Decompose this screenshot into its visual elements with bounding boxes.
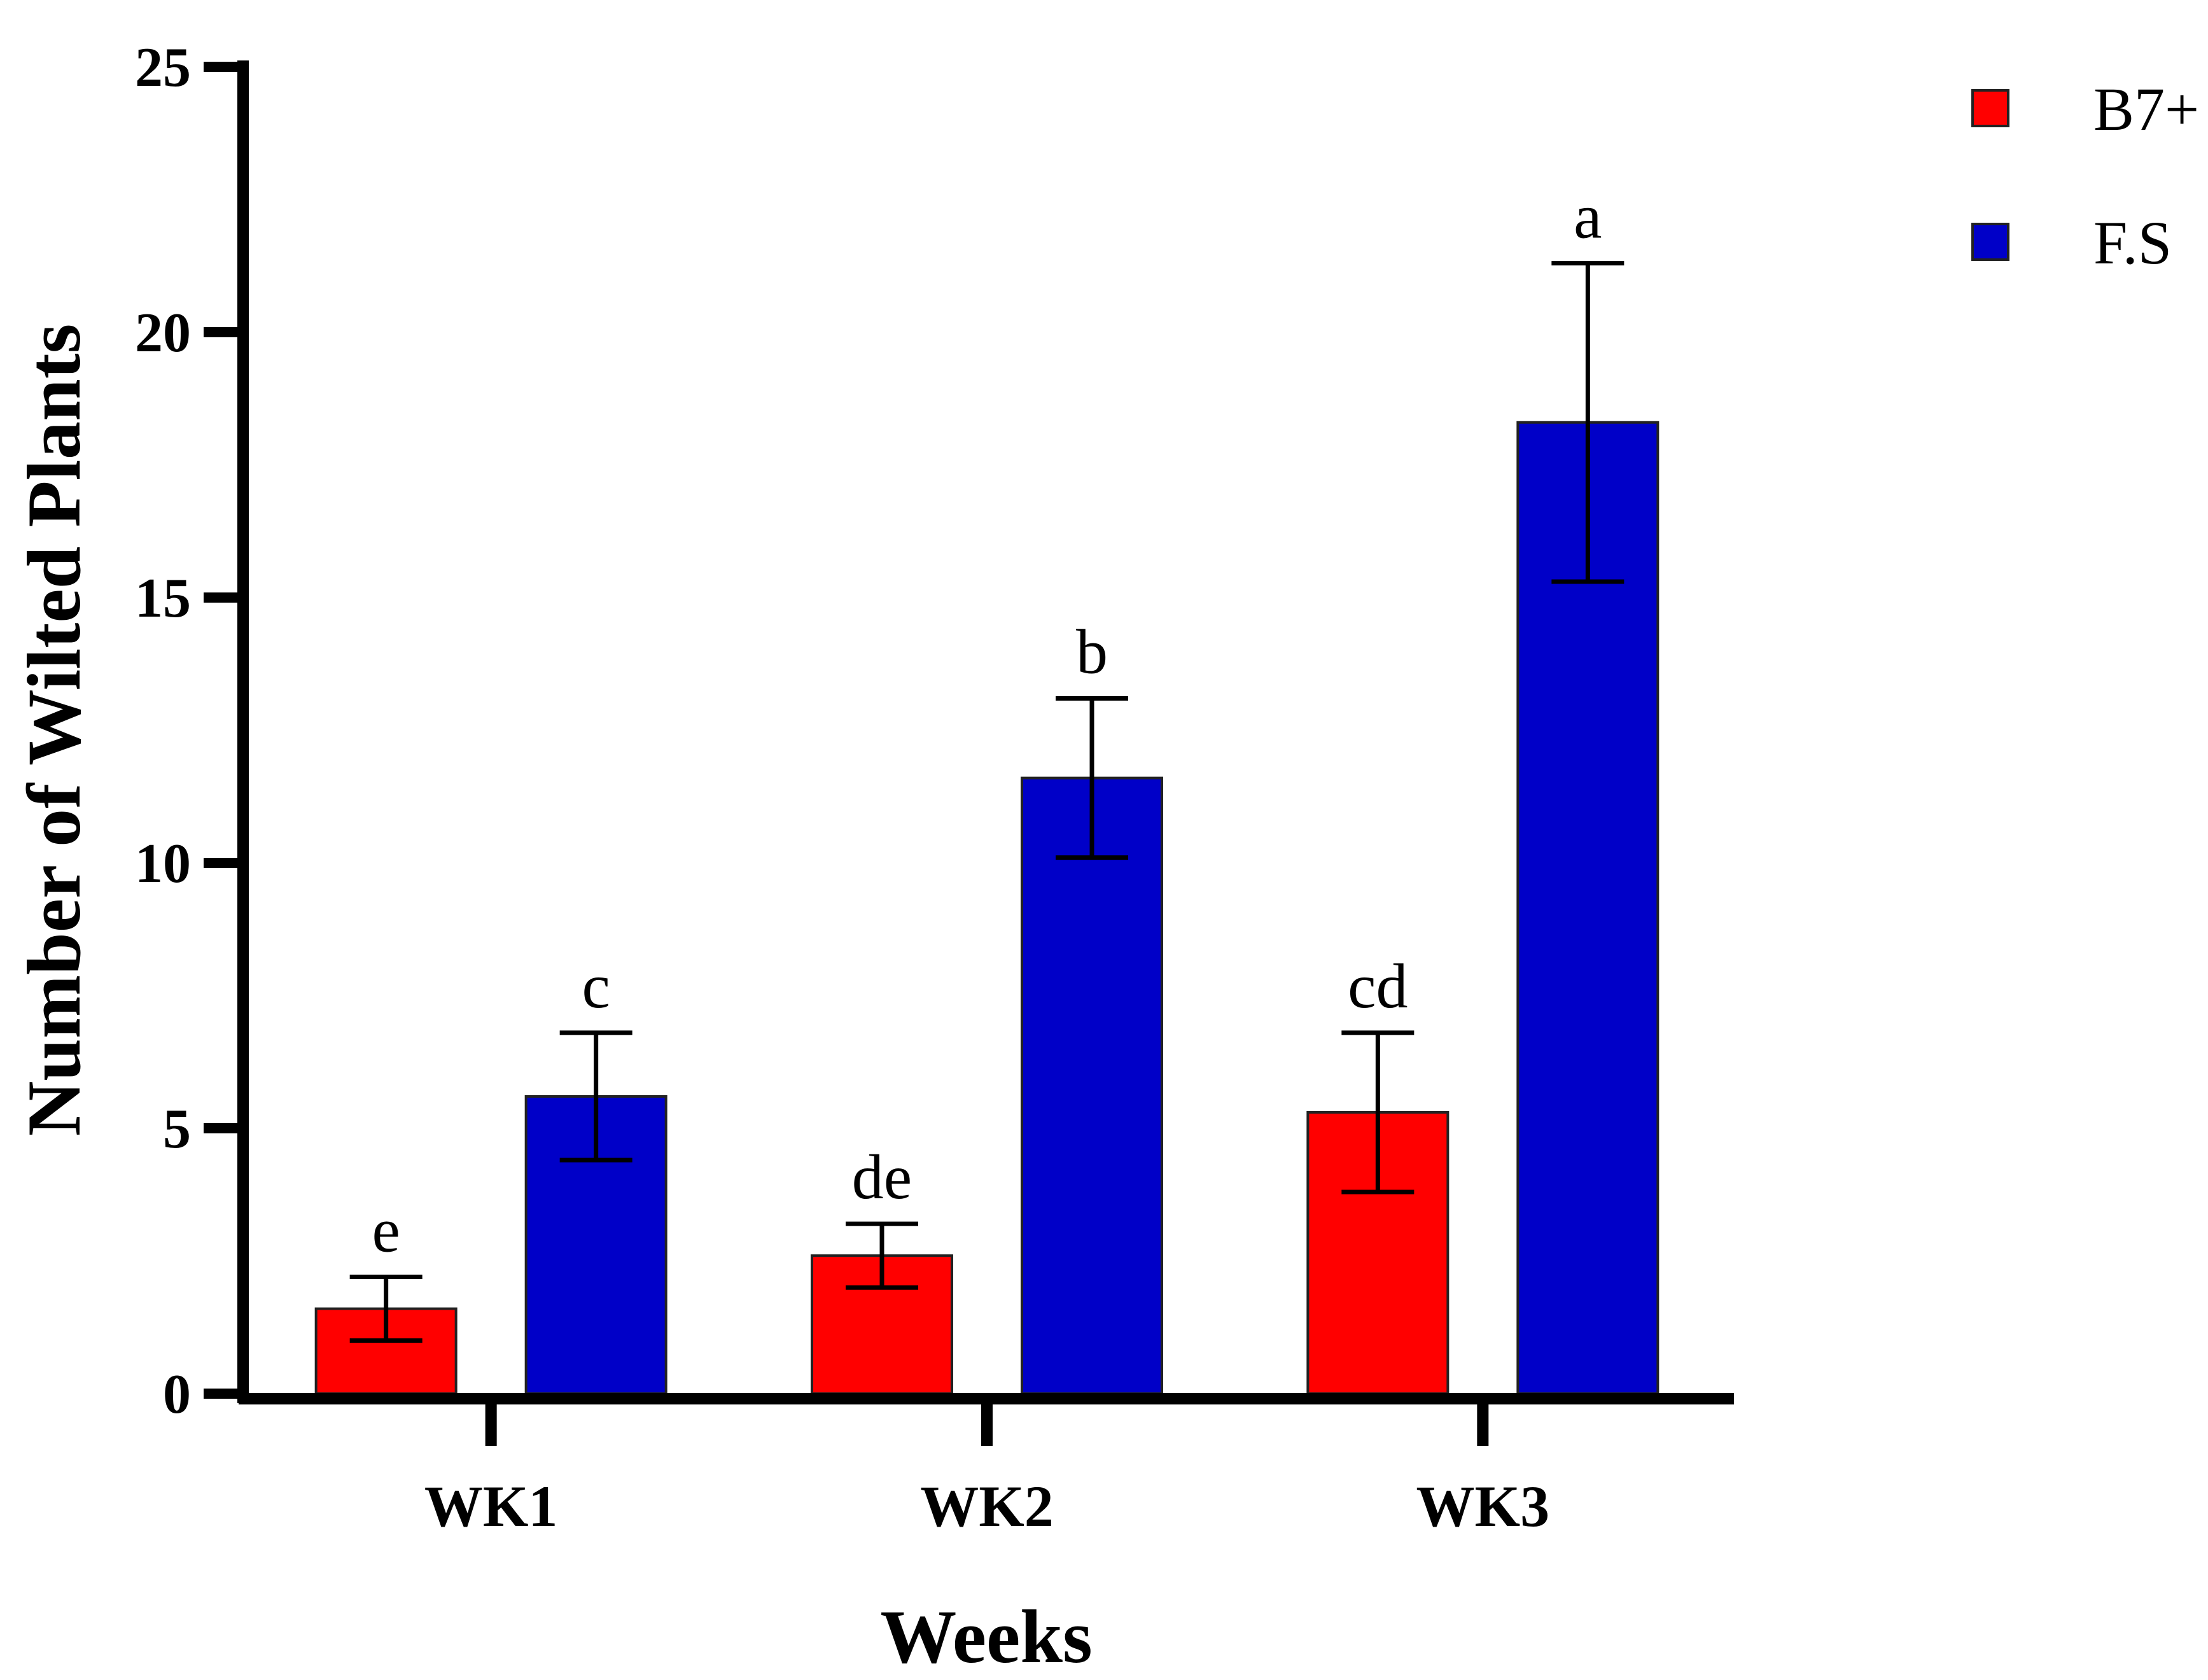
significance-label: cd bbox=[1348, 951, 1408, 1021]
x-axis-title: Weeks bbox=[880, 1594, 1092, 1679]
legend: B7+ F.S bbox=[1971, 75, 2199, 277]
legend-swatch bbox=[1971, 223, 2009, 261]
error-bars-layer bbox=[349, 261, 1625, 1343]
x-ticks-layer: WK1 WK2 WK3 bbox=[424, 1394, 1549, 1539]
significance-label: de bbox=[852, 1142, 912, 1212]
significance-label: a bbox=[1574, 181, 1602, 252]
y-ticks-layer: 0 5 10 15 20 25 bbox=[135, 37, 243, 1425]
legend-label: B7+ bbox=[2093, 75, 2199, 143]
y-tick-label: 15 bbox=[135, 568, 191, 629]
y-axis-title: Number of Wilted Plants bbox=[11, 324, 96, 1137]
y-tick-label: 20 bbox=[135, 302, 191, 364]
y-tick-label: 25 bbox=[135, 37, 191, 99]
x-tick-label: WK2 bbox=[920, 1474, 1054, 1539]
bar-fs-wk2 bbox=[1021, 776, 1163, 1396]
legend-swatch bbox=[1971, 89, 2009, 127]
bars-layer bbox=[314, 421, 1659, 1396]
significance-label: c bbox=[582, 951, 610, 1021]
legend-label: F.S bbox=[2093, 209, 2172, 277]
significance-label: e bbox=[372, 1195, 400, 1266]
bar-fs-wk3 bbox=[1516, 421, 1659, 1395]
y-tick-label: 5 bbox=[163, 1098, 191, 1160]
y-tick-label: 0 bbox=[163, 1364, 191, 1425]
significance-label: b bbox=[1076, 616, 1108, 687]
y-tick-label: 10 bbox=[135, 833, 191, 895]
x-tick-label: WK1 bbox=[424, 1474, 558, 1539]
x-tick-label: WK3 bbox=[1416, 1474, 1550, 1539]
significance-labels-layer: e c de b cd a bbox=[372, 181, 1602, 1266]
